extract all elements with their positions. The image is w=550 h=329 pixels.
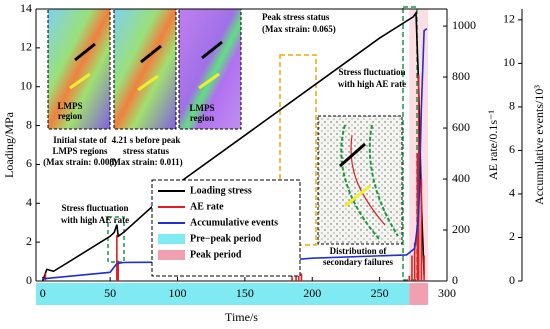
legend-swatch	[158, 234, 185, 244]
y-tick-label: 0	[26, 273, 32, 287]
x-axis-title: Time/s	[225, 310, 258, 324]
marker	[140, 44, 162, 64]
x-tick-label: 0	[40, 286, 46, 300]
annotation: (Max strain: 0.008)	[43, 157, 117, 167]
marker	[344, 184, 371, 208]
y2-tick-label: 800	[452, 69, 470, 83]
x-tick-label: 100	[168, 286, 186, 300]
annotation: with high AE rate	[338, 79, 406, 89]
y2-tick-label: 200	[452, 222, 470, 236]
marker	[69, 72, 91, 90]
marker	[198, 72, 220, 90]
legend-swatch	[158, 250, 185, 260]
annotation: region	[190, 113, 214, 123]
annotation: (Max strain: 0.011)	[109, 157, 182, 167]
annotation: LMPS	[57, 101, 82, 111]
y-tick-label: 14	[20, 1, 32, 15]
ae-rate-bar	[423, 255, 425, 281]
y-tick-label: 8	[26, 117, 32, 131]
x-tick-label: 250	[371, 286, 389, 300]
annotation: stress status	[123, 146, 170, 156]
y3-tick-label: 0	[509, 273, 515, 287]
annotation: Stress fluctuation	[338, 67, 405, 77]
annotation: region	[58, 111, 82, 121]
annotation: Distribution of	[330, 246, 388, 256]
annotation: LMPS regions	[52, 146, 108, 156]
ae-rate-bar	[116, 235, 118, 281]
x-tick-label: 50	[104, 286, 116, 300]
marker	[137, 74, 159, 92]
ae-rate-bar	[117, 260, 119, 281]
y2-tick-label: 400	[452, 171, 470, 185]
y3-tick-label: 8	[509, 99, 515, 113]
legend-label: Pre−peak period	[190, 233, 262, 244]
ae-rate-bar	[413, 242, 416, 281]
marker	[74, 42, 96, 62]
ae-rate-bar	[44, 273, 47, 281]
y-tick-label: 6	[26, 156, 32, 170]
y3-tick-label: 4	[509, 186, 515, 200]
crack	[350, 134, 386, 226]
y-tick-label: 10	[20, 78, 32, 92]
outline	[368, 124, 399, 237]
series-line	[42, 27, 428, 280]
y2-tick-label: 600	[452, 120, 470, 134]
y-tick-label: 4	[26, 195, 32, 209]
strain-map	[47, 8, 111, 130]
annotation: Peak stress status	[262, 12, 330, 22]
annotation: LMPS	[189, 103, 214, 113]
ae-rate-bar	[411, 255, 413, 281]
x-tick-label: 150	[236, 286, 254, 300]
annotation: (Max strain: 0.065)	[262, 24, 336, 34]
annotation: secondary failures	[323, 257, 394, 267]
y2-axis-title: AE rate/0.1s⁻¹	[486, 110, 500, 180]
y3-tick-label: 12	[503, 12, 515, 26]
y-axis-title: Loading/MPa	[2, 111, 16, 178]
y-tick-label: 2	[26, 234, 32, 248]
y2-tick-label: 0	[452, 273, 458, 287]
annotation: Initial state of	[53, 135, 107, 145]
highlight-box	[107, 216, 125, 263]
period-bar	[409, 283, 429, 305]
y3-tick-label: 6	[509, 142, 515, 156]
marker	[339, 142, 366, 168]
annotation: Stress fluctuation	[61, 203, 128, 213]
ae-rate-bar	[416, 153, 419, 281]
annotation: with high AE rate	[61, 215, 129, 225]
marker	[201, 40, 223, 60]
ae-rate-bar	[417, 74, 420, 281]
failure-map	[317, 115, 403, 245]
ae-rate-bar	[420, 179, 423, 281]
series-line	[41, 10, 425, 282]
y-tick-label: 12	[20, 40, 32, 54]
x-tick-label: 200	[303, 286, 321, 300]
x-tick-label: 300	[438, 286, 456, 300]
y2-tick-label: 1000	[452, 18, 476, 32]
annotation: 4.21 s before peak	[112, 135, 181, 145]
legend-label: Accumulative events	[190, 217, 278, 228]
legend-label: Loading stress	[190, 185, 252, 196]
y3-axis-title: Accumulative events/10³	[532, 85, 546, 205]
y3-tick-label: 10	[503, 55, 515, 69]
legend-label: Peak period	[190, 249, 242, 260]
period-bar	[36, 283, 410, 305]
outline	[340, 124, 381, 241]
ae-rate-bar	[408, 275, 411, 281]
y3-tick-label: 2	[509, 229, 515, 243]
legend-label: AE rate	[190, 201, 224, 212]
strain-map	[113, 8, 177, 130]
ae-rate-bar	[300, 273, 303, 281]
